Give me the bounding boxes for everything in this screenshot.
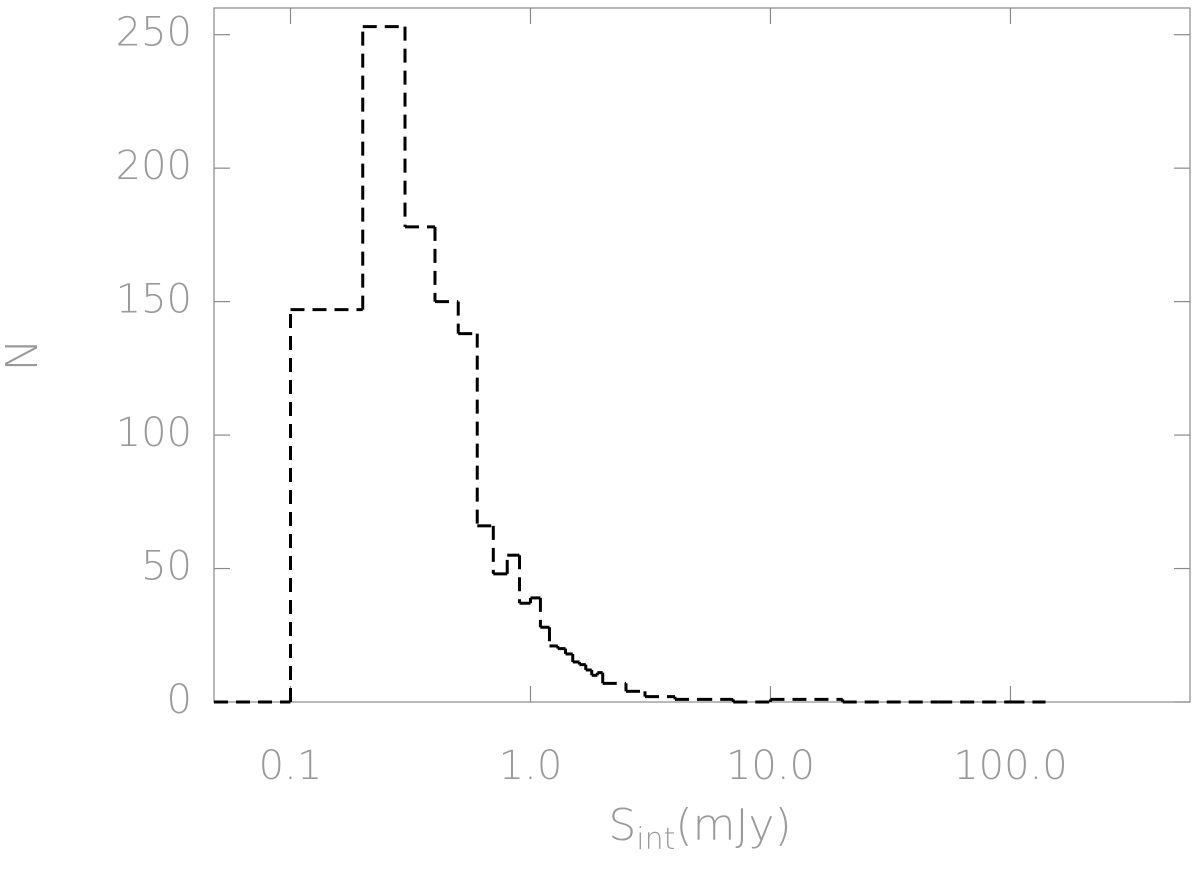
y-axis-label: N	[0, 339, 48, 372]
x-axis-label-suffix: (mJy)	[675, 800, 791, 851]
plot-frame	[213, 7, 1191, 703]
x-tick-label: 100.0	[953, 743, 1068, 789]
y-tick-label: 100	[116, 410, 192, 456]
x-axis-label: Sint(mJy)	[608, 800, 791, 857]
y-tick-label: 150	[116, 277, 192, 323]
x-tick-label: 0.1	[259, 743, 323, 789]
y-tick-label: 50	[141, 544, 192, 590]
y-tick-label: 0	[167, 677, 192, 723]
x-tick-label: 1.0	[499, 743, 563, 789]
y-tick-label: 200	[116, 143, 192, 189]
x-axis-label-subscript: int	[636, 822, 675, 857]
y-tick-label: 250	[116, 10, 192, 56]
x-axis-label-main: S	[608, 800, 636, 851]
x-tick-label: 10.0	[726, 743, 815, 789]
